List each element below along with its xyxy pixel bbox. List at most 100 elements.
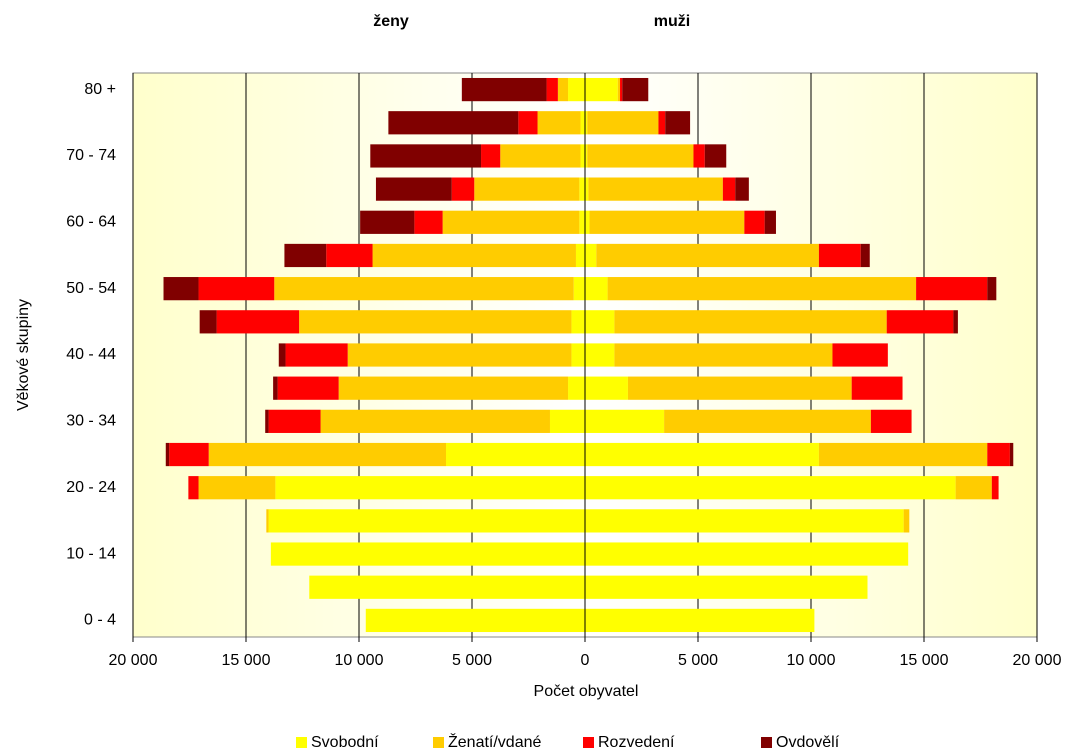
bar-segment [573,277,585,301]
bar-segment [365,608,585,633]
legend-label: Svobodní [311,734,379,751]
right-title: muži [654,13,690,30]
bar-segment [744,210,765,234]
bar-segment [451,177,475,201]
bar-segment [474,177,580,201]
bar-segment [320,409,550,433]
y-tick-label: 50 - 54 [66,280,116,297]
bar-segment [585,277,608,301]
y-tick-label: 20 - 24 [66,479,116,496]
bar-segment [704,144,727,168]
bar-segment [198,476,276,500]
bar-segment [818,243,861,268]
y-tick-label: 0 - 4 [84,612,116,629]
bar-segment [309,575,585,599]
bar-segment [266,509,269,533]
bar-segment [575,243,585,268]
bar-segment [585,575,868,599]
bar-segment [617,77,621,102]
bar-segment [537,111,581,135]
x-tick-label: 15 000 [222,652,271,669]
bar-segment [832,343,888,367]
bar-segment [585,542,909,566]
bar-segment [268,509,585,533]
bar-segment [991,476,999,500]
bar-segment [693,144,705,168]
bar-segment [579,177,585,201]
bar-segment [886,310,954,334]
bar-segment [585,409,665,433]
bar-segment [585,509,904,533]
x-tick-label: 20 000 [109,652,158,669]
x-tick-label: 20 000 [1013,652,1062,669]
bar-segment [265,409,269,433]
bar-segment [1009,442,1014,467]
bar-segment [585,77,618,102]
bar-segment [208,442,447,467]
bar-segment [585,210,590,234]
bar-segment [169,442,209,467]
bar-segment [664,409,871,433]
bar-segment [338,376,569,400]
legend-label: Rozvedení [598,734,675,751]
bar-segment [953,310,958,334]
bar-segment [500,144,581,168]
bar-segment [987,277,997,301]
bar-segment [580,111,585,135]
bar-segment [585,111,588,135]
y-tick-label: 10 - 14 [66,545,116,562]
bar-segment [665,111,691,135]
bar-segment [579,210,585,234]
x-tick-label: 15 000 [900,652,949,669]
bar-segment [274,277,574,301]
bar-segment [270,542,585,566]
bar-segment [360,210,415,234]
bar-segment [607,277,917,301]
bar-segment [571,310,585,334]
x-tick-label: 10 000 [335,652,384,669]
bar-segment [587,111,659,135]
bar-segment [585,608,815,633]
bar-segment [549,409,585,433]
bar-segment [588,177,723,201]
bar-segment [481,144,501,168]
bar-segment [278,343,286,367]
bar-segment [268,409,321,433]
bar-segment [518,111,538,135]
legend-swatch [433,737,444,748]
legend-swatch [296,737,307,748]
bar-segment [614,310,887,334]
bar-segment [165,442,170,467]
bar-segment [188,476,199,500]
x-tick-label: 5 000 [452,652,492,669]
x-tick-label: 5 000 [678,652,718,669]
bar-segment [568,376,585,400]
bar-segment [585,376,628,400]
bar-segment [285,343,348,367]
left-title: ženy [373,13,409,30]
y-tick-label: 80 + [84,81,116,98]
bar-segment [658,111,666,135]
bar-segment [163,277,199,301]
bar-segment [589,210,745,234]
bar-segment [860,243,870,268]
bar-segment [446,442,585,467]
bar-segment [585,476,956,500]
legend-label: Ovdovělí [776,734,840,751]
y-tick-label: 30 - 34 [66,413,116,430]
bar-segment [916,277,988,301]
x-tick-label: 10 000 [787,652,836,669]
bar-segment [585,343,615,367]
y-axis-label: Věkové skupiny [15,299,32,411]
bar-segment [620,77,623,102]
x-axis-label: Počet obyvatel [534,683,639,700]
bar-segment [903,509,910,533]
bar-segment [375,177,452,201]
bar-segment [870,409,912,433]
y-tick-label: 60 - 64 [66,214,116,231]
bar-segment [571,343,585,367]
bar-segment [735,177,749,201]
bar-segment [284,243,327,268]
bar-segment [568,77,585,102]
